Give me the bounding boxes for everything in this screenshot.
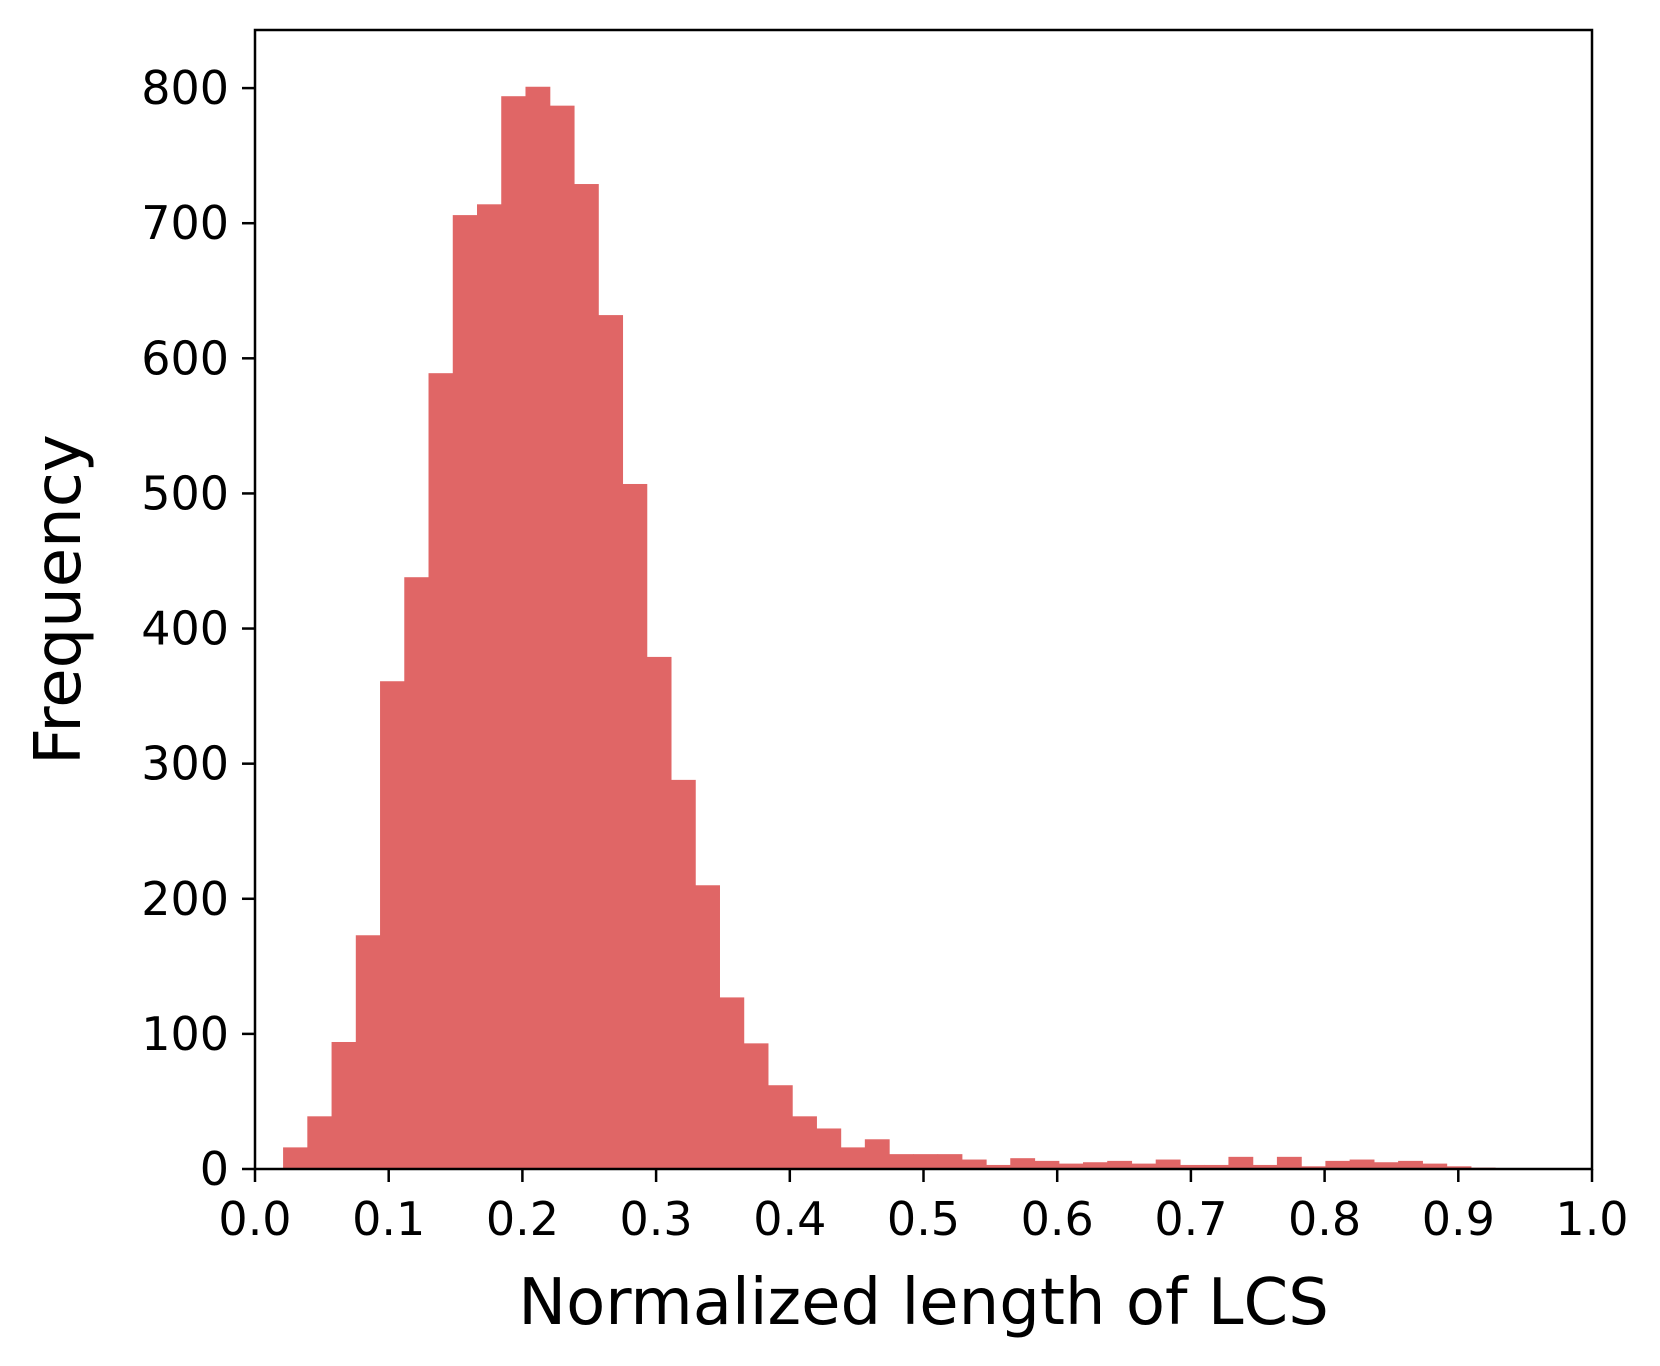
histogram-bar (501, 96, 527, 1170)
histogram-bar (840, 1147, 866, 1169)
histogram-bar (816, 1128, 842, 1169)
histogram-bar (1204, 1164, 1230, 1169)
y-tick-label: 300 (141, 737, 229, 791)
histogram-bars (283, 86, 1496, 1170)
histogram-bar (1131, 1163, 1157, 1169)
x-tick-label: 0.7 (1154, 1192, 1227, 1246)
x-tick-label: 0.0 (218, 1192, 291, 1246)
x-tick-label: 0.1 (352, 1192, 425, 1246)
histogram-bar (1398, 1160, 1423, 1169)
histogram-bar (1349, 1159, 1375, 1169)
histogram-bar (695, 885, 720, 1169)
x-tick-label: 0.4 (753, 1192, 826, 1246)
histogram-bar (719, 997, 745, 1169)
histogram-bar (452, 215, 478, 1170)
histogram-bar (1034, 1160, 1060, 1169)
x-tick-label: 1.0 (1555, 1192, 1628, 1246)
x-axis-ticks: 0.0 0.1 0.2 0.3 0.4 0.5 0.6 0.7 0.8 0.9 1.0 (218, 1169, 1629, 1246)
histogram-bar (307, 1116, 333, 1169)
histogram-bar (937, 1154, 963, 1169)
histogram-bar (792, 1116, 817, 1169)
histogram-bar (428, 373, 454, 1169)
histogram-bar (743, 1043, 769, 1169)
histogram-bar (283, 1147, 308, 1169)
histogram-bar (889, 1154, 914, 1169)
histogram-bar (1155, 1159, 1181, 1169)
histogram-bar (986, 1164, 1011, 1169)
y-tick-label: 800 (141, 61, 229, 115)
x-tick-label: 0.9 (1422, 1192, 1495, 1246)
y-tick-label: 200 (141, 872, 229, 926)
x-tick-label: 0.5 (887, 1192, 960, 1246)
histogram-bar (477, 204, 502, 1170)
histogram-bar (670, 779, 696, 1169)
histogram-bar (1446, 1166, 1472, 1169)
histogram-bar (1228, 1156, 1254, 1169)
y-tick-label: 600 (141, 331, 229, 385)
histogram-bar (355, 935, 381, 1169)
histogram-bar (1373, 1162, 1399, 1169)
histogram-bar (1301, 1166, 1326, 1169)
x-tick-label: 0.3 (620, 1192, 693, 1246)
histogram-bar (1422, 1163, 1448, 1169)
y-tick-label: 400 (141, 602, 229, 656)
histogram-bar (1107, 1160, 1133, 1169)
x-tick-label: 0.8 (1288, 1192, 1361, 1246)
y-axis-label: Frequency (22, 434, 96, 765)
histogram-bar (1276, 1156, 1302, 1169)
histogram-bar (767, 1085, 793, 1169)
y-tick-label: 500 (141, 466, 229, 520)
histogram-bar (622, 483, 648, 1170)
histogram-bar (1058, 1163, 1084, 1169)
y-tick-label: 0 (200, 1142, 229, 1196)
histogram-bar (331, 1041, 357, 1169)
histogram-bar (1179, 1164, 1205, 1169)
histogram-bar (573, 184, 599, 1169)
histogram-bar (598, 315, 624, 1170)
x-tick-label: 0.2 (486, 1192, 559, 1246)
histogram-bar (646, 656, 672, 1169)
histogram-bar (961, 1159, 987, 1169)
y-tick-label: 700 (141, 196, 229, 250)
histogram-bar (1252, 1164, 1278, 1169)
histogram-bar (1010, 1158, 1036, 1169)
histogram-bar (404, 577, 430, 1169)
y-axis-ticks: 0 100 200 300 400 500 600 700 800 (141, 61, 255, 1196)
histogram-bar (525, 86, 551, 1169)
histogram-bar (913, 1154, 939, 1169)
x-tick-label: 0.6 (1021, 1192, 1094, 1246)
histogram-bar (380, 681, 405, 1169)
histogram-bar (864, 1139, 890, 1169)
x-axis-label: Normalized length of LCS (518, 1266, 1329, 1340)
histogram-bar (1082, 1162, 1108, 1169)
histogram-bar (549, 105, 575, 1169)
histogram-bar (1325, 1160, 1351, 1169)
y-tick-label: 100 (141, 1007, 229, 1061)
